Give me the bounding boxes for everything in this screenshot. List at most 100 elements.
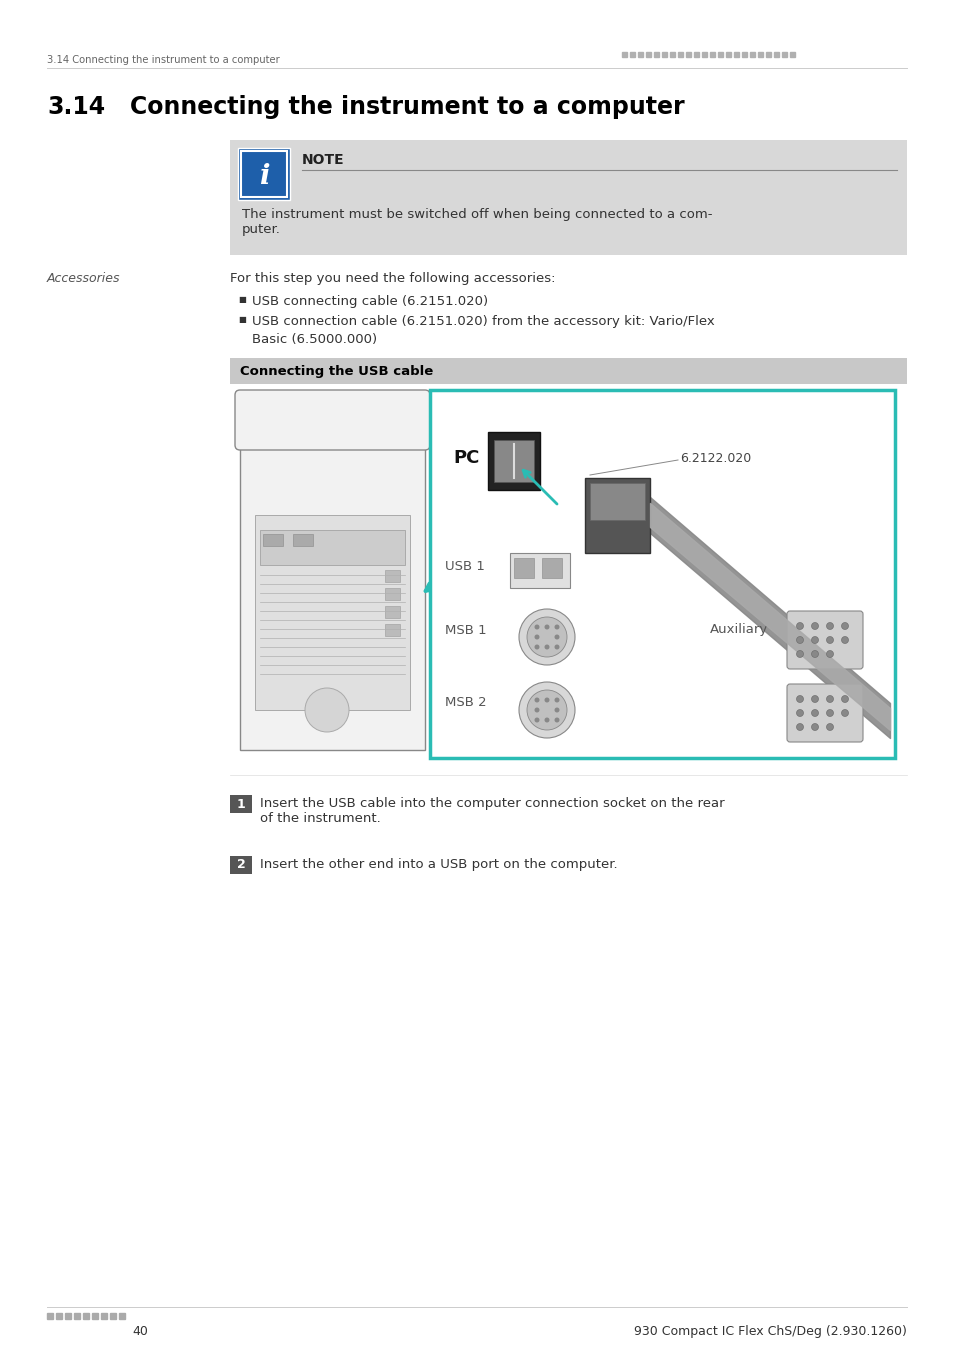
Circle shape bbox=[544, 644, 549, 649]
Text: MSB 1: MSB 1 bbox=[444, 624, 486, 636]
Bar bbox=[758, 53, 762, 57]
Text: Auxiliary: Auxiliary bbox=[709, 624, 767, 636]
Circle shape bbox=[554, 698, 558, 702]
Bar bbox=[718, 53, 722, 57]
Bar bbox=[514, 558, 534, 578]
Text: Basic (6.5000.000): Basic (6.5000.000) bbox=[252, 333, 376, 346]
Bar bbox=[494, 440, 534, 482]
Circle shape bbox=[534, 625, 539, 629]
Bar bbox=[56, 1314, 62, 1319]
Text: Insert the USB cable into the computer connection socket on the rear
of the inst: Insert the USB cable into the computer c… bbox=[260, 796, 724, 825]
Text: USB 1: USB 1 bbox=[444, 559, 484, 572]
Circle shape bbox=[544, 625, 549, 629]
Bar bbox=[584, 478, 649, 554]
Circle shape bbox=[534, 634, 539, 640]
Text: 930 Compact IC Flex ChS/Deg (2.930.1260): 930 Compact IC Flex ChS/Deg (2.930.1260) bbox=[634, 1324, 906, 1338]
Text: Insert the other end into a USB port on the computer.: Insert the other end into a USB port on … bbox=[260, 859, 617, 871]
Circle shape bbox=[796, 710, 802, 717]
FancyBboxPatch shape bbox=[240, 420, 424, 751]
Bar bbox=[65, 1314, 71, 1319]
Circle shape bbox=[554, 707, 558, 713]
Circle shape bbox=[534, 644, 539, 649]
FancyBboxPatch shape bbox=[786, 684, 862, 743]
FancyBboxPatch shape bbox=[786, 612, 862, 670]
Bar bbox=[230, 856, 252, 873]
Bar bbox=[385, 589, 399, 599]
Circle shape bbox=[534, 707, 539, 713]
Bar bbox=[645, 53, 650, 57]
Circle shape bbox=[554, 717, 558, 722]
Bar bbox=[725, 53, 730, 57]
FancyBboxPatch shape bbox=[234, 390, 430, 450]
Circle shape bbox=[825, 622, 833, 629]
Bar bbox=[430, 390, 894, 757]
Circle shape bbox=[811, 622, 818, 629]
Bar bbox=[661, 53, 666, 57]
Bar bbox=[74, 1314, 80, 1319]
Bar bbox=[263, 535, 283, 545]
Bar bbox=[693, 53, 699, 57]
Circle shape bbox=[544, 717, 549, 722]
Bar bbox=[669, 53, 675, 57]
Text: MSB 2: MSB 2 bbox=[444, 697, 486, 710]
Bar bbox=[741, 53, 746, 57]
Bar bbox=[241, 151, 287, 197]
Circle shape bbox=[526, 690, 566, 730]
Circle shape bbox=[811, 710, 818, 717]
Circle shape bbox=[825, 636, 833, 644]
Bar bbox=[638, 53, 642, 57]
Bar bbox=[749, 53, 754, 57]
Bar bbox=[293, 535, 313, 545]
Circle shape bbox=[534, 717, 539, 722]
Text: Connecting the instrument to a computer: Connecting the instrument to a computer bbox=[130, 95, 684, 119]
Text: The instrument must be switched off when being connected to a com-
puter.: The instrument must be switched off when… bbox=[242, 208, 712, 236]
Text: Accessories: Accessories bbox=[47, 271, 120, 285]
Bar bbox=[709, 53, 714, 57]
Text: 3.14 Connecting the instrument to a computer: 3.14 Connecting the instrument to a comp… bbox=[47, 55, 279, 65]
Text: For this step you need the following accessories:: For this step you need the following acc… bbox=[230, 271, 555, 285]
Bar bbox=[765, 53, 770, 57]
Text: ■: ■ bbox=[237, 315, 246, 324]
Text: 3.14: 3.14 bbox=[47, 95, 105, 119]
Circle shape bbox=[305, 688, 349, 732]
Circle shape bbox=[796, 695, 802, 702]
Text: USB connection cable (6.2151.020) from the accessory kit: Vario/Flex: USB connection cable (6.2151.020) from t… bbox=[252, 315, 714, 328]
Bar bbox=[385, 624, 399, 636]
Bar bbox=[678, 53, 682, 57]
Circle shape bbox=[825, 710, 833, 717]
Circle shape bbox=[796, 622, 802, 629]
Bar bbox=[91, 1314, 98, 1319]
Text: 40: 40 bbox=[132, 1324, 148, 1338]
Bar bbox=[230, 140, 906, 255]
Text: i: i bbox=[258, 162, 269, 189]
Text: ■: ■ bbox=[237, 296, 246, 304]
Bar bbox=[629, 53, 635, 57]
Bar bbox=[47, 1314, 53, 1319]
Bar bbox=[83, 1314, 89, 1319]
Circle shape bbox=[825, 724, 833, 730]
Bar bbox=[385, 570, 399, 582]
Circle shape bbox=[518, 682, 575, 738]
Circle shape bbox=[554, 644, 558, 649]
Circle shape bbox=[825, 695, 833, 702]
Bar bbox=[110, 1314, 116, 1319]
Circle shape bbox=[796, 724, 802, 730]
Circle shape bbox=[811, 651, 818, 657]
Bar bbox=[701, 53, 706, 57]
Text: Connecting the USB cable: Connecting the USB cable bbox=[240, 364, 433, 378]
Circle shape bbox=[841, 695, 847, 702]
Text: PC: PC bbox=[453, 450, 479, 467]
Circle shape bbox=[796, 636, 802, 644]
Text: 2: 2 bbox=[236, 859, 245, 872]
Bar bbox=[541, 558, 561, 578]
Circle shape bbox=[554, 625, 558, 629]
Bar bbox=[789, 53, 794, 57]
Circle shape bbox=[796, 651, 802, 657]
Bar bbox=[589, 483, 644, 520]
Bar bbox=[385, 606, 399, 618]
Bar bbox=[733, 53, 739, 57]
Text: 1: 1 bbox=[236, 798, 245, 810]
Bar bbox=[230, 386, 906, 775]
Circle shape bbox=[526, 617, 566, 657]
Circle shape bbox=[811, 636, 818, 644]
